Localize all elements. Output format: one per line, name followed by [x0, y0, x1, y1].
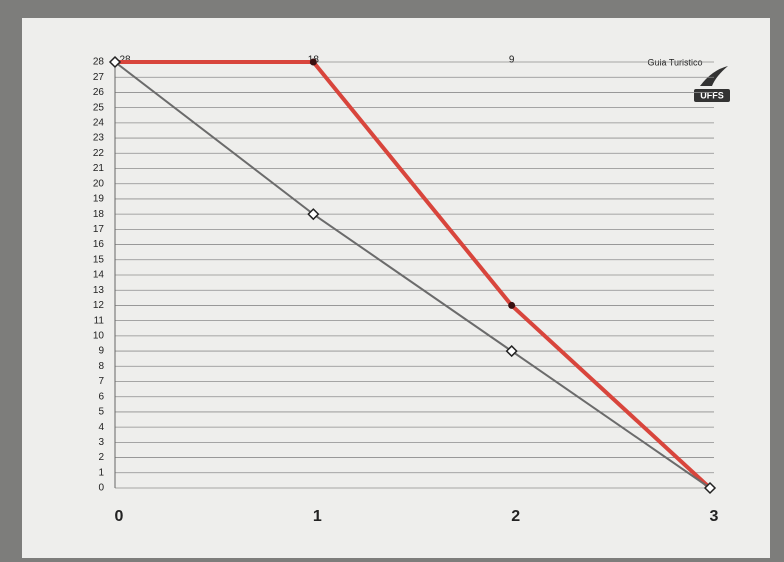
- y-tick-label: 13: [93, 285, 105, 296]
- y-tick-label: 15: [93, 254, 105, 265]
- x-tick-label: 3: [710, 508, 719, 525]
- y-tick-label: 3: [98, 437, 104, 448]
- y-tick-label: 7: [98, 376, 104, 387]
- y-tick-label: 2: [98, 452, 104, 463]
- point-marker: [508, 302, 515, 309]
- y-tick-label: 22: [93, 148, 105, 159]
- y-tick-label: 26: [93, 87, 105, 98]
- y-tick-label: 0: [98, 483, 104, 494]
- y-tick-label: 8: [98, 361, 104, 372]
- y-tick-label: 16: [93, 239, 105, 250]
- y-tick-label: 1: [98, 467, 104, 478]
- y-tick-label: 20: [93, 178, 105, 189]
- chart: Guia Turistico UFFS 01234567891011121314…: [0, 0, 784, 562]
- logo-text: UFFS: [700, 90, 724, 100]
- x-tick-label: 1: [313, 508, 322, 525]
- y-tick-label: 21: [93, 163, 105, 174]
- y-tick-label: 27: [93, 72, 105, 83]
- y-tick-label: 28: [93, 57, 105, 68]
- y-tick-label: 4: [98, 422, 104, 433]
- x-tick-label: 2: [511, 508, 520, 525]
- y-tick-label: 23: [93, 133, 105, 144]
- x-tick-label: 0: [115, 508, 124, 525]
- y-tick-label: 25: [93, 102, 105, 113]
- y-tick-label: 18: [93, 209, 105, 220]
- y-tick-label: 12: [93, 300, 105, 311]
- y-tick-label: 14: [93, 270, 105, 281]
- y-tick-label: 6: [98, 391, 104, 402]
- y-tick-label: 9: [98, 346, 104, 357]
- y-tick-label: 19: [93, 194, 105, 205]
- y-tick-label: 17: [93, 224, 105, 235]
- paper: [22, 18, 770, 558]
- point-marker: [310, 59, 317, 66]
- top-label: 9: [509, 55, 515, 66]
- y-tick-label: 11: [94, 315, 105, 326]
- y-tick-label: 5: [98, 407, 104, 418]
- y-tick-label: 10: [93, 330, 105, 341]
- y-tick-label: 24: [93, 117, 105, 128]
